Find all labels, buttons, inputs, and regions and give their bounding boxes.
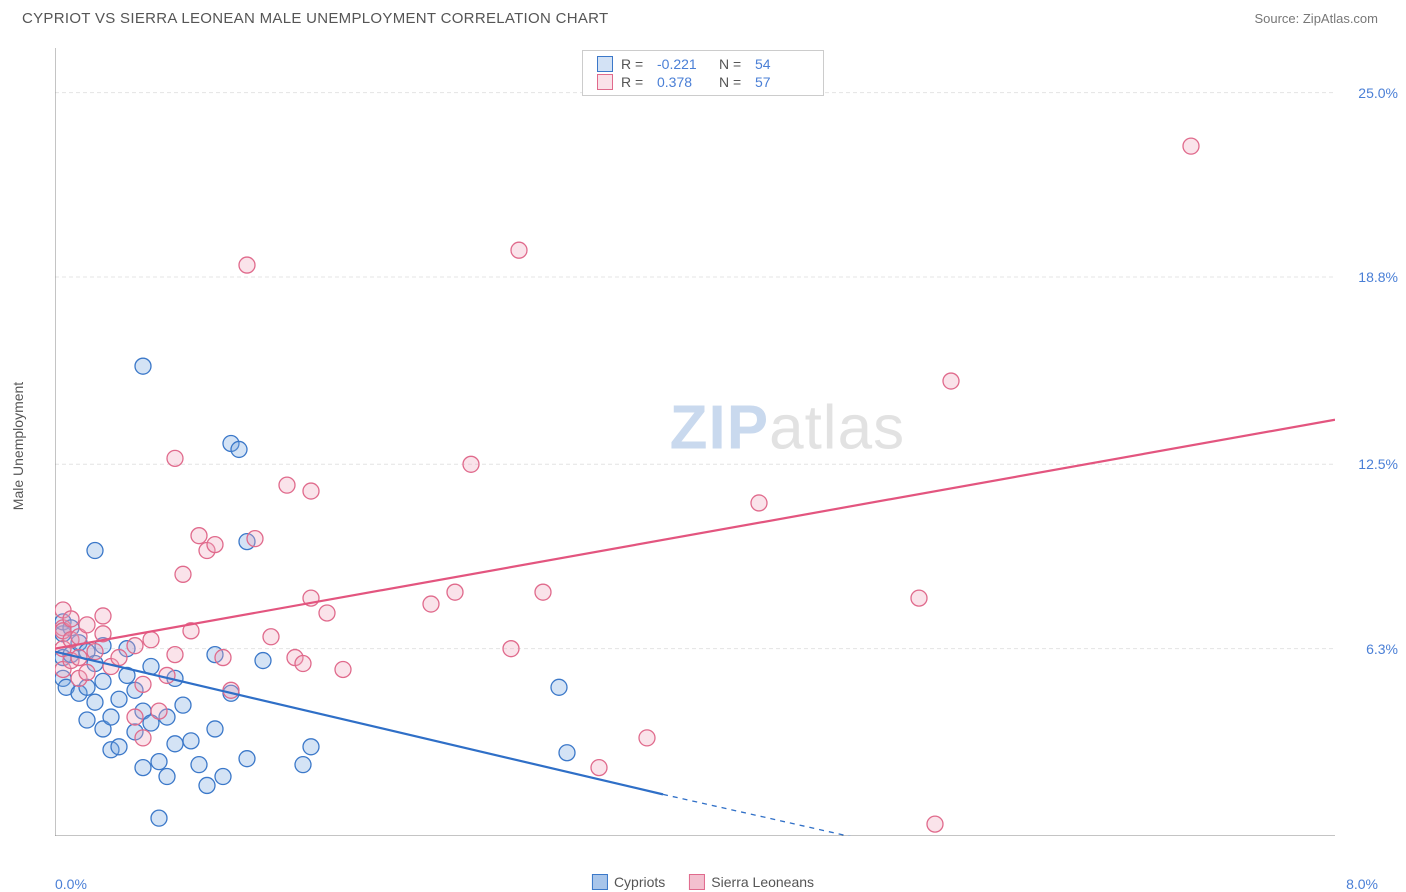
chart-plot-area — [55, 48, 1375, 858]
legend-item-cypriots: Cypriots — [592, 874, 665, 890]
scatter-chart-svg — [55, 48, 1335, 836]
legend-label-sierra: Sierra Leoneans — [711, 874, 814, 890]
legend-swatch-sierra — [689, 874, 705, 890]
x-max-label: 8.0% — [1346, 876, 1378, 892]
y-tick-label: 6.3% — [1366, 641, 1398, 657]
r-value-sierra: 0.378 — [657, 74, 711, 90]
n-value-cypriots: 54 — [755, 56, 809, 72]
chart-title: CYPRIOT VS SIERRA LEONEAN MALE UNEMPLOYM… — [22, 10, 608, 27]
y-tick-label: 25.0% — [1358, 85, 1398, 101]
source-name: ZipAtlas.com — [1303, 11, 1378, 26]
r-label: R = — [621, 74, 649, 90]
legend-item-sierra: Sierra Leoneans — [689, 874, 814, 890]
x-origin-label: 0.0% — [55, 876, 87, 892]
legend-label-cypriots: Cypriots — [614, 874, 665, 890]
correlation-row-sierra: R = 0.378 N = 57 — [583, 73, 823, 91]
y-tick-label: 12.5% — [1358, 456, 1398, 472]
r-label: R = — [621, 56, 649, 72]
swatch-sierra — [597, 74, 613, 90]
correlation-legend: R = -0.221 N = 54 R = 0.378 N = 57 — [582, 50, 824, 96]
y-axis-label: Male Unemployment — [10, 382, 26, 510]
source-prefix: Source: — [1254, 11, 1302, 26]
legend-swatch-cypriots — [592, 874, 608, 890]
correlation-row-cypriots: R = -0.221 N = 54 — [583, 55, 823, 73]
y-tick-label: 18.8% — [1358, 269, 1398, 285]
n-label: N = — [719, 74, 747, 90]
r-value-cypriots: -0.221 — [657, 56, 711, 72]
swatch-cypriots — [597, 56, 613, 72]
source-credit: Source: ZipAtlas.com — [1254, 11, 1378, 26]
n-label: N = — [719, 56, 747, 72]
chart-header: CYPRIOT VS SIERRA LEONEAN MALE UNEMPLOYM… — [0, 0, 1406, 33]
n-value-sierra: 57 — [755, 74, 809, 90]
series-legend: Cypriots Sierra Leoneans — [592, 874, 814, 890]
